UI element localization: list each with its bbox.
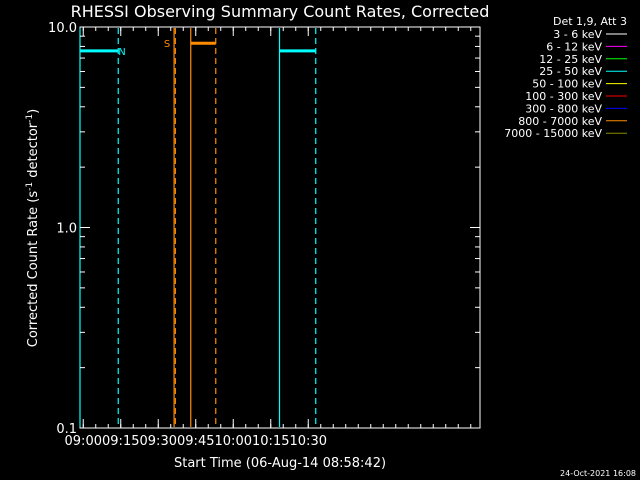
y-axis-ticks: 0.1 1.0 10.0 <box>48 21 480 437</box>
y-axis-label-sup2: -1 <box>25 114 35 123</box>
y-axis-label-suffix: ) <box>26 109 41 114</box>
x-tick-label: 10:15 <box>252 434 289 449</box>
legend-entry-label: 50 - 100 keV <box>532 78 602 91</box>
x-tick-label: 09:30 <box>140 434 177 449</box>
chart-title: RHESSI Observing Summary Count Rates, Co… <box>71 2 490 21</box>
x-tick-label: 09:00 <box>65 434 102 449</box>
legend-entry-label: 7000 - 15000 keV <box>504 127 602 140</box>
legend-entry-label: 12 - 25 keV <box>539 53 602 66</box>
y-axis-label-prefix: Corrected Count Rate (s <box>26 191 41 348</box>
y-axis-label-mid: detector <box>26 122 41 182</box>
y-tick-label: 0.1 <box>56 422 77 437</box>
y-tick-label: 1.0 <box>56 222 77 237</box>
legend-header: Det 1,9, Att 3 <box>553 15 627 28</box>
flag-label: N <box>118 47 125 58</box>
plot-area: NS <box>79 26 481 429</box>
x-tick-label: 09:45 <box>177 434 214 449</box>
legend-entry-label: 100 - 300 keV <box>525 90 602 103</box>
x-tick-label: 10:30 <box>290 434 327 449</box>
x-tick-label: 10:00 <box>215 434 252 449</box>
legend-entry-label: 6 - 12 keV <box>546 40 602 53</box>
y-axis-label: Corrected Count Rate (s-1 detector-1) <box>25 109 41 347</box>
flag-label: S <box>164 39 170 50</box>
legend-entry-label: 25 - 50 keV <box>539 65 602 78</box>
x-axis-label: Start Time (06-Aug-14 08:58:42) <box>174 456 386 471</box>
x-tick-label: 09:15 <box>102 434 139 449</box>
legend-entry-label: 800 - 7000 keV <box>518 115 602 128</box>
legend-entry-label: 300 - 800 keV <box>525 102 602 115</box>
x-axis-ticks: 09:00 09:15 09:30 09:45 10:00 10:15 10:30 <box>65 27 472 449</box>
y-tick-label: 10.0 <box>48 21 77 36</box>
legend-entry-label: 3 - 6 keV <box>553 28 602 41</box>
timestamp: 24-Oct-2021 16:08 <box>560 469 636 478</box>
y-axis-label-sup1: -1 <box>25 182 35 191</box>
